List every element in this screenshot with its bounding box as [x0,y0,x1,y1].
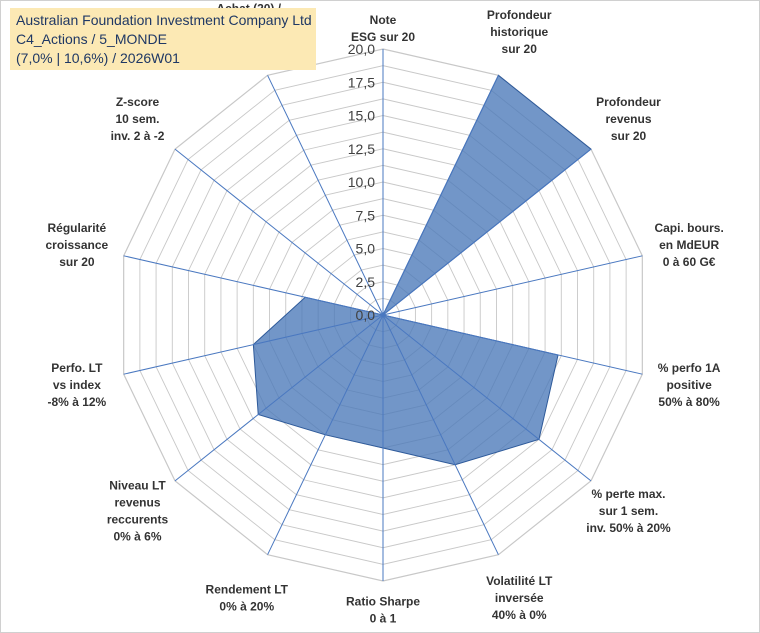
axis-label: Niveau LT revenus reccurents 0% à 6% [107,478,169,543]
axis-label: Profondeur revenus sur 20 [596,95,661,143]
axis-label: Ratio Sharpe 0 à 1 [346,595,420,626]
axis-spoke [174,314,384,482]
axis-label: % perfo 1A positive 50% à 80% [658,361,721,409]
category-path: C4_Actions / 5_MONDE [16,31,167,47]
tick-label: 5,0 [356,241,376,257]
axis-spoke [382,314,592,482]
tick-label: 0,0 [356,307,376,323]
axis-spoke [267,314,384,555]
title-box: Australian Foundation Investment Company… [10,8,316,70]
spoke-layer [123,49,643,581]
tick-label: 15,0 [348,108,375,124]
axis-label: Rendement LT 0% à 20% [206,582,289,613]
axis-spoke [123,314,384,375]
tick-label: 12,5 [348,141,375,157]
performance-period: (7,0% | 10,6%) / 2026W01 [16,50,180,66]
tick-label: 17,5 [348,74,375,90]
axis-label: Profondeur historique sur 20 [487,8,552,56]
company-name: Australian Foundation Investment Company… [16,12,312,28]
axis-label: Capi. bours. en MdEUR 0 à 60 G€ [654,221,723,269]
axis-label: % perte max. sur 1 sem. inv. 50% à 20% [586,487,671,535]
axis-spoke [382,75,499,316]
axis-spoke [174,148,384,316]
axis-label: Perfo. LT vs index -8% à 12% [48,361,107,409]
axis-spoke [382,314,643,375]
axis-spoke [123,255,384,316]
tick-label: 7,5 [356,207,376,223]
axis-label: Z-score 10 sem. inv. 2 à -2 [111,95,165,143]
axis-label: Régularité croissance sur 20 [46,221,109,269]
tick-label: 20,0 [348,41,375,57]
tick-label: 2,5 [356,274,376,290]
tick-label: 10,0 [348,174,375,190]
axis-label: Note ESG sur 20 [351,13,415,44]
axis-label: Volatilité LT inversée 40% à 0% [486,574,553,622]
axis-spoke [382,148,592,316]
axis-spoke [382,255,643,316]
axis-spoke [382,314,499,555]
tick-labels: 0,0 2,5 5,0 7,5 10,0 12,5 15,0 17,5 20,0 [348,41,375,323]
axis-spoke [267,75,384,316]
